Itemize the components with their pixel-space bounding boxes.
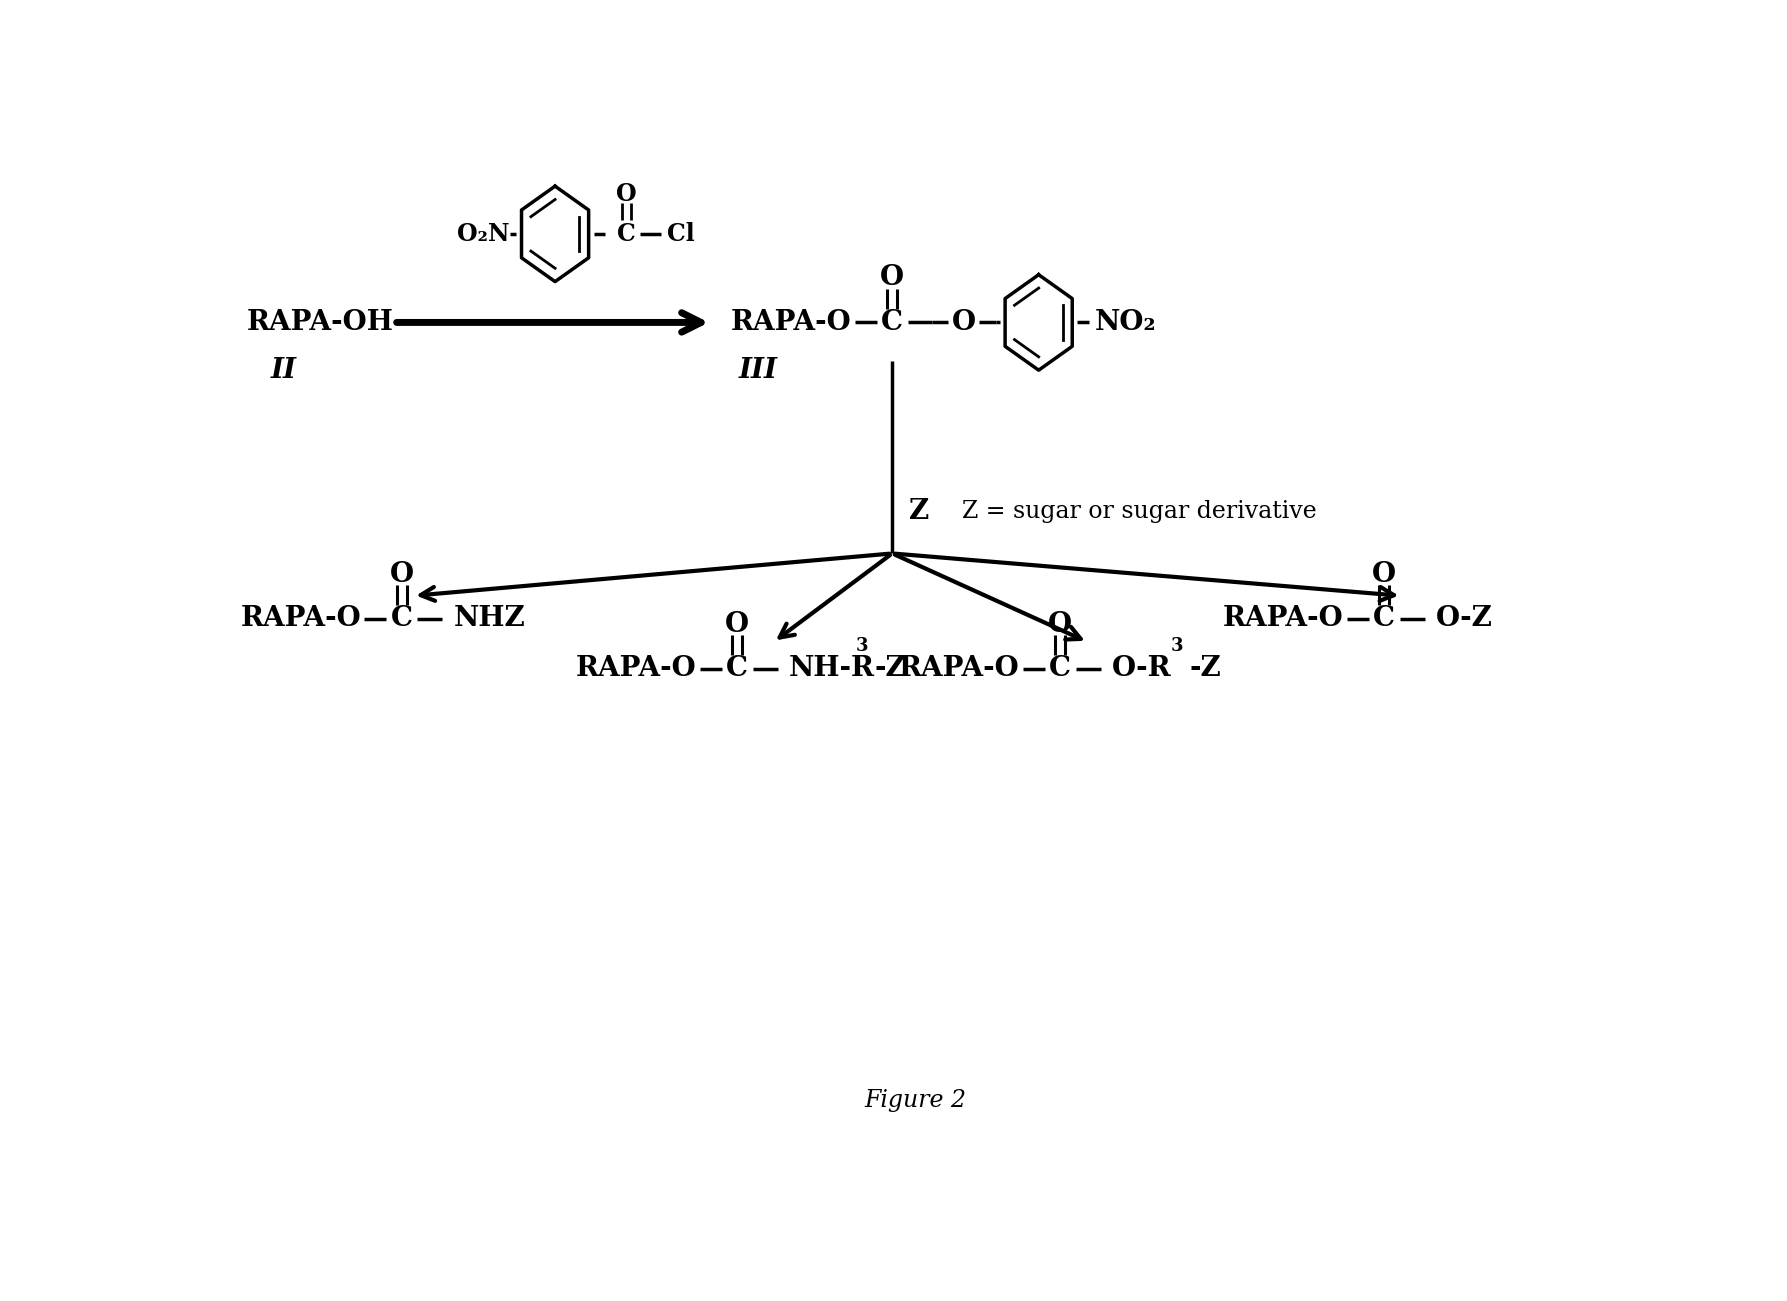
Text: RAPA-O: RAPA-O — [1222, 605, 1344, 632]
Text: O-R: O-R — [1112, 656, 1172, 683]
Text: 3: 3 — [1170, 637, 1183, 654]
Text: O: O — [726, 610, 749, 637]
Text: NH-R: NH-R — [790, 656, 876, 683]
Text: C: C — [881, 308, 902, 336]
Text: O₂N: O₂N — [457, 222, 509, 246]
Text: II: II — [272, 356, 297, 384]
Text: O: O — [390, 561, 413, 588]
Text: Z: Z — [910, 497, 929, 524]
Text: C: C — [1374, 605, 1396, 632]
Text: O: O — [1372, 561, 1396, 588]
Text: Cl: Cl — [667, 222, 695, 246]
Text: NHZ: NHZ — [454, 605, 525, 632]
Text: C: C — [391, 605, 413, 632]
Text: RAPA-OH: RAPA-OH — [247, 308, 393, 336]
Text: C: C — [726, 656, 749, 683]
Text: O-Z: O-Z — [1437, 605, 1494, 632]
Text: RAPA-O: RAPA-O — [575, 656, 697, 683]
Text: RAPA-O: RAPA-O — [731, 308, 852, 336]
Text: 3: 3 — [856, 637, 868, 654]
Text: C: C — [617, 222, 636, 246]
Text: Figure 2: Figure 2 — [865, 1089, 967, 1111]
Text: O: O — [881, 264, 904, 291]
Text: O: O — [1049, 610, 1072, 637]
Text: -Z: -Z — [1190, 656, 1222, 683]
Text: NO₂: NO₂ — [1094, 308, 1156, 336]
Text: RAPA-O: RAPA-O — [241, 605, 361, 632]
Text: -Z: -Z — [874, 656, 906, 683]
Text: III: III — [738, 356, 777, 384]
Text: Z = sugar or sugar derivative: Z = sugar or sugar derivative — [961, 500, 1317, 523]
Text: O: O — [951, 308, 976, 336]
Text: O: O — [617, 182, 636, 206]
Text: C: C — [1049, 656, 1072, 683]
Text: RAPA-O: RAPA-O — [899, 656, 1020, 683]
